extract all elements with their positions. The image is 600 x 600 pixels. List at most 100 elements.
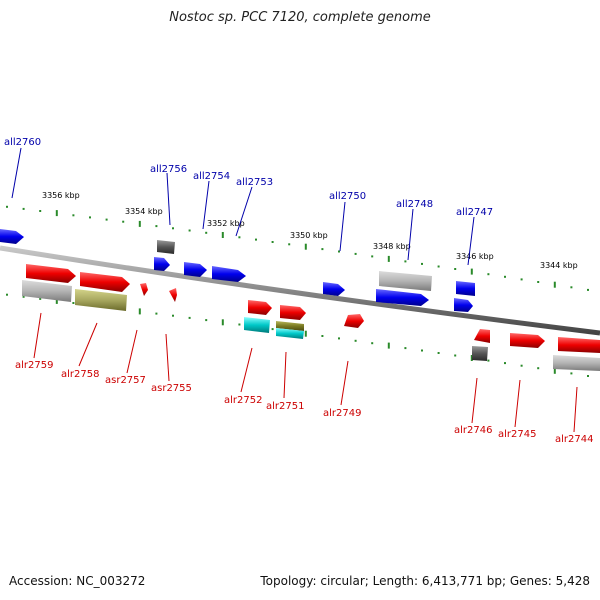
- gene-alr2759[interactable]: [26, 264, 76, 283]
- gene-all2747-pseudo[interactable]: [456, 281, 475, 296]
- scale-tick: [354, 339, 357, 342]
- scale-tick: [271, 328, 274, 331]
- genome-title: Nostoc sp. PCC 7120, complete genome: [169, 10, 431, 25]
- gene-label-all2760[interactable]: all2760: [4, 137, 41, 148]
- reverse-strand-genes: [0, 229, 475, 312]
- gene-all2756-pseudo[interactable]: [157, 240, 175, 254]
- scale-tick: [371, 255, 374, 258]
- gene-alr2758[interactable]: [80, 272, 130, 292]
- scale-tick: [504, 362, 506, 365]
- scale-tick: [138, 308, 141, 315]
- scale-tick: [404, 260, 407, 263]
- scale-tick: [553, 281, 556, 288]
- gene-label-all2748[interactable]: all2748: [396, 199, 433, 210]
- scale-tick: [55, 297, 58, 304]
- scale-tick: [221, 232, 224, 238]
- gene-alr2751-olive[interactable]: [276, 321, 304, 331]
- gene-alr2752-rna[interactable]: [244, 317, 270, 333]
- scale-tick: [537, 367, 540, 370]
- gene-all2753[interactable]: [212, 266, 246, 282]
- scale-tick: [587, 375, 589, 377]
- scale-tick: [22, 207, 25, 210]
- gene-asr2757[interactable]: [140, 283, 148, 296]
- kbp-label: 3356 kbp: [42, 191, 80, 200]
- scale-tick: [255, 238, 257, 241]
- gene-alr2745[interactable]: [510, 333, 545, 348]
- gene-alr2751[interactable]: [280, 305, 306, 320]
- upper-tick-track: [6, 205, 589, 291]
- scale-tick: [437, 352, 440, 354]
- scale-tick: [122, 220, 125, 223]
- gene-label-all2747[interactable]: all2747: [456, 207, 493, 218]
- gene-label-all2756[interactable]: all2756: [150, 164, 187, 175]
- gene-all2750[interactable]: [323, 282, 345, 296]
- scale-tick: [172, 227, 174, 230]
- gene-all2748-pseudo[interactable]: [379, 271, 432, 291]
- gene-label-asr2757[interactable]: asr2757: [105, 375, 146, 386]
- scale-tick: [138, 220, 141, 227]
- gene-alr2752[interactable]: [248, 300, 272, 315]
- scale-tick: [22, 295, 25, 298]
- forward-strand-genes: [22, 264, 600, 371]
- gene-label-alr2744[interactable]: alr2744: [555, 434, 593, 445]
- gene-alr2759-pseudo[interactable]: [22, 280, 72, 302]
- scale-tick: [338, 337, 340, 340]
- gene-alr2758-pseudo[interactable]: [75, 289, 127, 311]
- scale-tick: [271, 241, 274, 243]
- scale-tick: [387, 255, 390, 262]
- gene-label-alr2758[interactable]: alr2758: [61, 369, 99, 380]
- gene-all2756[interactable]: [154, 257, 170, 271]
- scale-tick: [221, 319, 224, 326]
- gene-label-asr2755[interactable]: asr2755: [151, 383, 192, 394]
- scale-tick: [105, 218, 108, 221]
- gene-asr2755[interactable]: [169, 288, 177, 302]
- gene-all2748[interactable]: [376, 289, 429, 306]
- scale-tick: [520, 364, 523, 367]
- reverse-gene-labels: [11, 147, 475, 266]
- scale-tick: [205, 319, 208, 322]
- scale-tick: [6, 293, 8, 296]
- gene-label-alr2759[interactable]: alr2759: [15, 360, 53, 371]
- gene-label-alr2752[interactable]: alr2752: [224, 395, 262, 406]
- scale-tick: [304, 330, 307, 337]
- scale-tick: [304, 243, 307, 250]
- gene-label-all2750[interactable]: all2750: [329, 191, 366, 202]
- scale-tick: [72, 214, 75, 217]
- kbp-label: 3350 kbp: [290, 231, 328, 240]
- gene-alr2746[interactable]: [474, 329, 490, 343]
- gene-label-alr2749[interactable]: alr2749: [323, 408, 361, 419]
- gene-all2754[interactable]: [184, 262, 207, 277]
- scale-tick: [454, 354, 457, 357]
- gene-label-all2753[interactable]: all2753: [236, 177, 273, 188]
- scale-tick: [188, 316, 191, 319]
- scale-tick: [205, 231, 208, 234]
- gene-all2760[interactable]: [0, 229, 24, 244]
- scale-tick: [570, 286, 573, 289]
- gene-alr2746-pseudo[interactable]: [472, 346, 488, 361]
- kbp-label: 3354 kbp: [125, 207, 163, 216]
- gene-all2747[interactable]: [454, 298, 473, 312]
- gene-label-alr2746[interactable]: alr2746: [454, 425, 492, 436]
- scale-tick: [6, 205, 8, 208]
- genome-axis: [0, 245, 600, 336]
- scale-tick: [238, 323, 241, 326]
- gene-alr2751-rna[interactable]: [276, 328, 304, 339]
- forward-gene-labels: [33, 312, 578, 433]
- scale-tick: [338, 250, 340, 253]
- gene-label-alr2745[interactable]: alr2745: [498, 429, 536, 440]
- scale-tick: [172, 314, 174, 317]
- gene-alr2744[interactable]: [558, 337, 600, 353]
- accession-text: Accession: NC_003272: [9, 574, 146, 588]
- gene-alr2749[interactable]: [344, 314, 364, 328]
- gene-alr2744-pseudo[interactable]: [553, 355, 600, 371]
- scale-tick: [487, 273, 490, 276]
- scale-tick: [321, 335, 324, 337]
- gene-label-alr2751[interactable]: alr2751: [266, 401, 304, 412]
- scale-tick: [39, 297, 42, 300]
- scale-tick: [155, 312, 158, 315]
- gene-label-all2754[interactable]: all2754: [193, 171, 230, 182]
- scale-tick: [421, 262, 423, 265]
- scale-tick: [387, 342, 390, 349]
- scale-tick: [487, 359, 490, 362]
- genome-stats-text: Topology: circular; Length: 6,413,771 bp…: [260, 574, 590, 588]
